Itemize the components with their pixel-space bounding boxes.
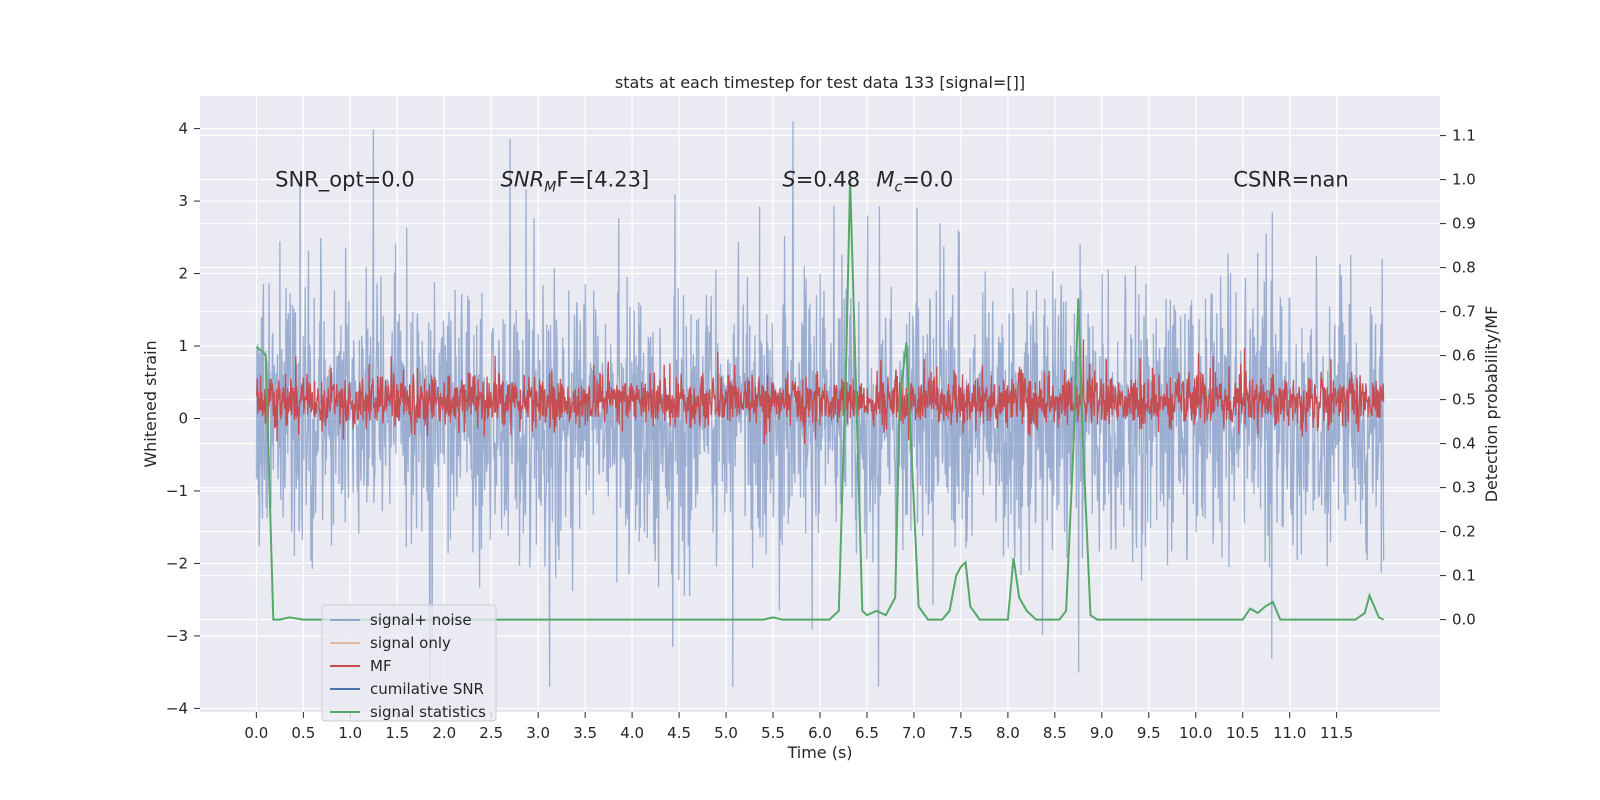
y-left-tick-label: 4 xyxy=(178,120,188,138)
y-right-tick-label: 0.5 xyxy=(1452,391,1476,409)
legend-label: signal statistics xyxy=(370,703,486,721)
y-right-tick-label: 0.9 xyxy=(1452,215,1476,233)
y-right-tick-label: 1.1 xyxy=(1452,127,1476,145)
legend-label: cumilative SNR xyxy=(370,680,484,698)
y-axis-right-ticks: 0.0 0.1 0.2 0.3 0.4 0.5 0.6 0.7 0.8 0.9 1.0 1.1 xyxy=(1440,127,1476,629)
annotation-csnr: CSNR=nan xyxy=(1233,168,1348,192)
y-axis-left-ticks: −4 −3 −2 −1 0 1 2 3 4 xyxy=(166,120,200,717)
line-mf xyxy=(255,339,1385,445)
y-right-tick-label: 0.1 xyxy=(1452,567,1476,585)
annotation-s-stat: S=0.48 xyxy=(782,168,860,192)
x-tick-label: 11.0 xyxy=(1273,724,1306,742)
x-tick-label: 2.0 xyxy=(432,724,456,742)
x-tick-label: 7.5 xyxy=(949,724,973,742)
legend-box xyxy=(321,604,497,722)
series-mf xyxy=(255,339,1385,445)
x-tick-label: 9.5 xyxy=(1137,724,1161,742)
legend-label: signal only xyxy=(370,634,451,652)
chart-title: stats at each timestep for test data 133… xyxy=(615,73,1025,92)
y-right-tick-label: 0.6 xyxy=(1452,347,1476,365)
annotation-snr-opt: SNR_opt=0.0 xyxy=(275,168,415,193)
annotation-mc-stat: Mc=0.0 xyxy=(876,168,953,196)
x-tick-label: 10.0 xyxy=(1179,724,1212,742)
annotations: SNR_opt=0.0 SNRMF=[4.23] S=0.48 Mc=0.0 CSNR=… xyxy=(275,168,1349,196)
x-tick-label: 3.5 xyxy=(573,724,597,742)
x-tick-label: 8.0 xyxy=(996,724,1020,742)
y-left-tick-label: 1 xyxy=(178,337,188,355)
line-signal-statistics xyxy=(255,179,1385,621)
y-right-tick-label: 0.8 xyxy=(1452,259,1476,277)
x-tick-label: 1.5 xyxy=(385,724,409,742)
series-signal-statistics xyxy=(255,179,1385,621)
y-left-tick-label: 0 xyxy=(178,409,188,427)
y-right-tick-label: 1.0 xyxy=(1452,171,1476,189)
y-left-tick-label: 3 xyxy=(178,192,188,210)
y-right-tick-label: 0.7 xyxy=(1452,303,1476,321)
y-right-tick-label: 0.4 xyxy=(1452,435,1476,453)
x-tick-label: 4.0 xyxy=(620,724,644,742)
annotation-snr-mf: SNRMF=[4.23] xyxy=(501,168,650,196)
x-tick-label: 5.5 xyxy=(761,724,785,742)
y-axis-left-label: Whitened strain xyxy=(141,340,160,467)
legend: signal+ noise signal only MF cumilative SNR… xyxy=(321,604,497,722)
x-tick-label: 0.5 xyxy=(291,724,315,742)
x-tick-label: 9.0 xyxy=(1090,724,1114,742)
x-tick-label: 6.5 xyxy=(855,724,879,742)
legend-label: signal+ noise xyxy=(370,611,472,629)
x-tick-label: 1.0 xyxy=(338,724,362,742)
y-axis-right-label: Detection probability/MF xyxy=(1482,306,1501,503)
x-tick-label: 6.0 xyxy=(808,724,832,742)
x-axis-ticks: 0.0 0.5 1.0 1.5 2.0 2.5 3.0 3.5 4.0 4.5 5.0 5.5 6.0 6… xyxy=(244,712,1353,742)
x-axis-label: Time (s) xyxy=(786,743,852,762)
y-right-tick-label: 0.3 xyxy=(1452,479,1476,497)
x-tick-label: 10.5 xyxy=(1226,724,1259,742)
x-tick-label: 8.5 xyxy=(1043,724,1067,742)
x-tick-label: 3.0 xyxy=(526,724,550,742)
y-left-tick-label: −3 xyxy=(166,627,188,645)
x-tick-label: 4.5 xyxy=(667,724,691,742)
x-tick-label: 0.0 xyxy=(244,724,268,742)
x-tick-label: 2.5 xyxy=(479,724,503,742)
legend-label: MF xyxy=(370,657,392,675)
x-tick-label: 5.0 xyxy=(714,724,738,742)
y-left-tick-label: 2 xyxy=(178,265,188,283)
x-tick-label: 11.5 xyxy=(1320,724,1353,742)
y-right-tick-label: 0.0 xyxy=(1452,611,1476,629)
y-left-tick-label: −1 xyxy=(166,482,188,500)
y-right-tick-label: 0.2 xyxy=(1452,523,1476,541)
y-left-tick-label: −2 xyxy=(166,554,188,572)
x-tick-label: 7.0 xyxy=(902,724,926,742)
y-left-tick-label: −4 xyxy=(166,699,188,717)
